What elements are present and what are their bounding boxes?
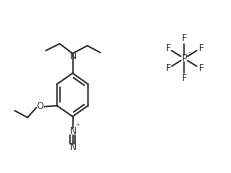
Text: N: N bbox=[69, 52, 76, 61]
Text: ⁻: ⁻ bbox=[186, 49, 190, 58]
Text: F: F bbox=[181, 34, 186, 43]
Text: N: N bbox=[69, 127, 76, 136]
Text: F: F bbox=[181, 74, 186, 83]
Text: P: P bbox=[181, 54, 186, 63]
Text: F: F bbox=[198, 64, 203, 73]
Text: ⁺: ⁺ bbox=[75, 122, 79, 131]
Text: N: N bbox=[69, 143, 76, 152]
Text: O: O bbox=[37, 102, 44, 111]
Text: F: F bbox=[198, 44, 203, 53]
Text: F: F bbox=[164, 44, 169, 53]
Text: F: F bbox=[164, 64, 169, 73]
